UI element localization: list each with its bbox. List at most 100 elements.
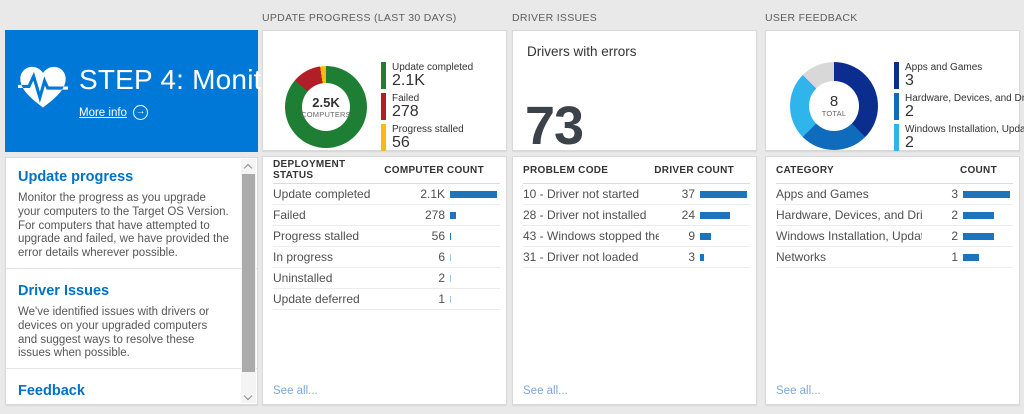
heartbeat-icon bbox=[18, 66, 68, 108]
user-feedback-donut[interactable]: 8 TOTAL bbox=[790, 62, 878, 150]
row-bar-area bbox=[450, 190, 500, 198]
row-bar-area bbox=[450, 232, 500, 240]
table-row[interactable]: 28 - Driver not installed 24 bbox=[523, 205, 750, 226]
category-table: CATEGORY COUNT Apps and Games 3 Hardware, De… bbox=[776, 157, 1013, 268]
scroll-up-icon[interactable] bbox=[243, 163, 253, 173]
driver-issues-table-card: PROBLEM CODE DRIVER COUNT 10 - Driver not … bbox=[512, 156, 757, 405]
row-bar-area bbox=[963, 232, 1013, 240]
problem-code-table: PROBLEM CODE DRIVER COUNT 10 - Driver not … bbox=[523, 157, 750, 268]
deployment-status-table: DEPLOYMENT STATUS COMPUTER COUNT Update co… bbox=[273, 157, 500, 310]
legend-label: Progress stalled bbox=[392, 124, 464, 135]
legend-value: 3 bbox=[905, 72, 914, 89]
legend-label: Hardware, Devices, and Drivers bbox=[905, 93, 1024, 104]
row-bar bbox=[450, 274, 452, 282]
row-value: 3 bbox=[951, 187, 958, 201]
row-value: 1 bbox=[951, 250, 958, 264]
donut-center: 8 TOTAL bbox=[809, 81, 859, 131]
driver-issues-header: DRIVER ISSUES bbox=[512, 12, 598, 24]
section-heading[interactable]: Feedback bbox=[18, 383, 85, 400]
info-panel: Update progress Monitor the progress as y… bbox=[5, 157, 258, 405]
row-bar bbox=[963, 211, 995, 219]
row-bar-area bbox=[450, 295, 500, 303]
section-heading[interactable]: Update progress bbox=[18, 169, 134, 185]
table-header-row: DEPLOYMENT STATUS COMPUTER COUNT bbox=[273, 157, 500, 184]
table-row[interactable]: Uninstalled 2 bbox=[273, 268, 500, 289]
legend-text: Progress stalled 56 bbox=[392, 124, 464, 151]
row-bar bbox=[700, 190, 747, 198]
donut-center-label: TOTAL bbox=[821, 108, 847, 118]
step-tile[interactable]: STEP 4: Monitor More info → bbox=[5, 30, 287, 152]
column-header: COUNT bbox=[959, 164, 997, 176]
table-row[interactable]: 43 - Windows stopped the devi... 9 bbox=[523, 226, 750, 247]
donut-center-value: 2.5K bbox=[312, 94, 340, 110]
column-header: DEPLOYMENT STATUS bbox=[273, 159, 346, 181]
row-bar bbox=[450, 295, 452, 303]
row-label: 28 - Driver not installed bbox=[523, 208, 647, 222]
row-label: 10 - Driver not started bbox=[523, 187, 640, 201]
user-feedback-table-card: CATEGORY COUNT Apps and Games 3 Hardware, De… bbox=[765, 156, 1020, 405]
legend-swatch bbox=[381, 124, 386, 151]
row-value: 1 bbox=[438, 292, 445, 306]
donut-center: 2.5K COMPUTERS bbox=[301, 83, 351, 131]
row-value: 3 bbox=[688, 250, 695, 264]
row-value: 6 bbox=[438, 250, 445, 264]
legend-value: 278 bbox=[392, 103, 419, 120]
table-row[interactable]: Apps and Games 3 bbox=[776, 184, 1013, 205]
row-bar bbox=[963, 253, 979, 261]
table-row[interactable]: In progress 6 bbox=[273, 247, 500, 268]
table-row[interactable]: Hardware, Devices, and Drivers 2 bbox=[776, 205, 1013, 226]
row-bar-area bbox=[450, 274, 500, 282]
scroll-down-icon[interactable] bbox=[243, 391, 253, 401]
scrollbar[interactable] bbox=[241, 159, 256, 403]
row-value: 278 bbox=[424, 208, 445, 222]
row-label: Networks bbox=[776, 250, 827, 264]
table-row[interactable]: Update deferred 1 bbox=[273, 289, 500, 310]
row-bar bbox=[450, 253, 452, 261]
scrollbar-thumb[interactable] bbox=[242, 174, 255, 372]
row-value: 2 bbox=[951, 229, 958, 243]
table-row[interactable]: 31 - Driver not loaded 3 bbox=[523, 247, 750, 268]
section-divider bbox=[6, 267, 257, 269]
legend-value: 56 bbox=[392, 134, 410, 151]
update-progress-header: UPDATE PROGRESS (LAST 30 DAYS) bbox=[262, 12, 457, 24]
row-bar bbox=[700, 211, 731, 219]
legend-item: Windows Installation, Update, and...2 bbox=[894, 124, 1024, 151]
row-label: Apps and Games bbox=[776, 187, 869, 201]
legend-swatch bbox=[894, 124, 899, 151]
info-sections: Update progress Monitor the progress as y… bbox=[6, 158, 257, 404]
section-heading[interactable]: Driver Issues bbox=[18, 282, 110, 299]
update-progress-donut[interactable]: 2.5K COMPUTERS bbox=[285, 66, 367, 148]
row-value: 24 bbox=[681, 208, 695, 222]
table-row[interactable]: Update completed 2.1K bbox=[273, 184, 500, 205]
update-progress-chart-card: 2.5K COMPUTERS Update completed 2.1K Faile… bbox=[262, 30, 507, 151]
row-bar bbox=[450, 190, 497, 198]
update-progress-table-card: DEPLOYMENT STATUS COMPUTER COUNT Update co… bbox=[262, 156, 507, 405]
row-bar-area bbox=[700, 211, 750, 219]
table-row[interactable]: Failed 278 bbox=[273, 205, 500, 226]
update-progress-legend: Update completed 2.1K Failed 278 Progress st… bbox=[381, 62, 473, 151]
row-label: Hardware, Devices, and Drivers bbox=[776, 208, 922, 222]
row-label: 31 - Driver not loaded bbox=[523, 250, 639, 264]
legend-swatch bbox=[381, 62, 386, 89]
see-all-link[interactable]: See all... bbox=[776, 385, 821, 397]
row-label: Failed bbox=[273, 208, 306, 222]
legend-text: Hardware, Devices, and Drivers2 bbox=[905, 93, 1024, 120]
arrow-right-icon: → bbox=[132, 105, 148, 120]
more-info-link[interactable]: More info → bbox=[79, 105, 148, 120]
legend-label: Apps and Games bbox=[905, 62, 983, 73]
table-header-row: CATEGORY COUNT bbox=[776, 157, 1013, 184]
table-row[interactable]: Windows Installation, Update,... 2 bbox=[776, 226, 1013, 247]
table-row[interactable]: 10 - Driver not started 37 bbox=[523, 184, 750, 205]
table-row[interactable]: Progress stalled 56 bbox=[273, 226, 500, 247]
legend-item: Update completed 2.1K bbox=[381, 62, 473, 89]
user-feedback-header: USER FEEDBACK bbox=[765, 12, 858, 24]
row-bar-area bbox=[963, 211, 1013, 219]
see-all-link[interactable]: See all... bbox=[273, 385, 318, 397]
row-bar bbox=[450, 211, 457, 219]
table-row[interactable]: Networks 1 bbox=[776, 247, 1013, 268]
legend-swatch bbox=[894, 62, 899, 89]
legend-swatch bbox=[894, 93, 899, 120]
legend-value: 2 bbox=[905, 134, 914, 151]
see-all-link[interactable]: See all... bbox=[523, 385, 568, 397]
row-bar-area bbox=[450, 253, 500, 261]
